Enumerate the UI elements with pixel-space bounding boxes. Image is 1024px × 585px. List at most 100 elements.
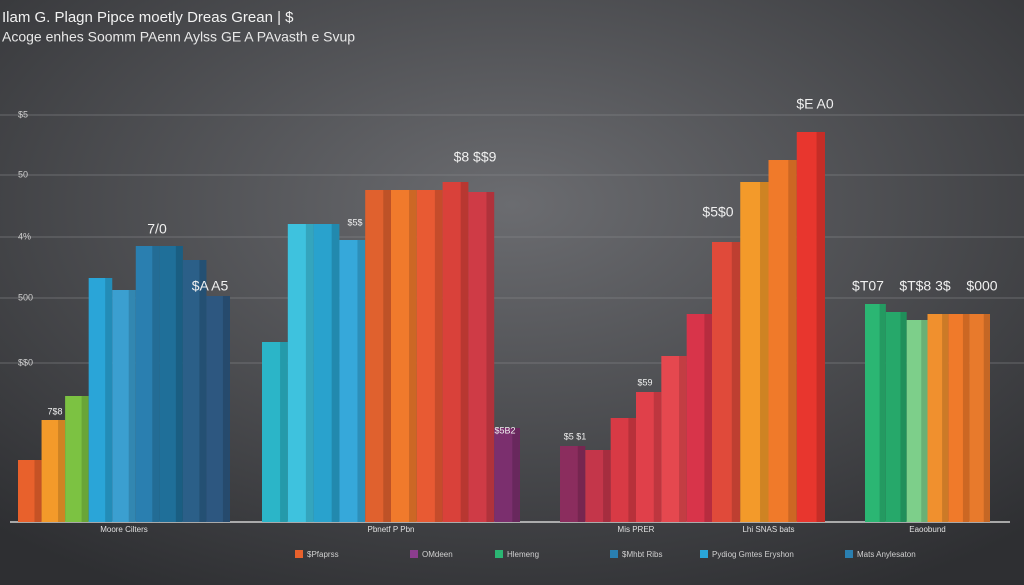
- bar: [885, 312, 907, 522]
- bar: [88, 278, 113, 522]
- legend-label: Hlemeng: [507, 550, 539, 559]
- bar-shade: [34, 460, 42, 522]
- bar-shade: [921, 320, 928, 522]
- bar: [560, 446, 586, 522]
- bar: [661, 356, 687, 522]
- y-tick-label: $$0: [18, 357, 33, 367]
- bar: [906, 320, 928, 522]
- annotation: $5$: [347, 217, 362, 227]
- annotation: $T$8 3$: [899, 278, 951, 294]
- legend-label: Mats Anylesaton: [857, 550, 916, 559]
- bar: [969, 314, 990, 522]
- bar-shade: [105, 278, 113, 522]
- legend-label: OMdeen: [422, 550, 453, 559]
- bar: [796, 132, 825, 522]
- bar-shade: [383, 190, 391, 522]
- bar: [262, 342, 288, 522]
- bar-shade: [280, 342, 288, 522]
- bar-shade: [175, 246, 183, 522]
- annotation: 7/0: [147, 221, 167, 237]
- legend-swatch: [610, 550, 618, 558]
- chart-subtitle: Acoge enhes Soomm PAenn Aylss GE A PAvas…: [2, 29, 355, 45]
- bar: [135, 246, 160, 522]
- bar-shade: [900, 312, 907, 522]
- bar-shade: [486, 192, 495, 522]
- chart-title: Ilam G. Plagn Pipce moetly Dreas Grean |…: [2, 9, 294, 26]
- annotation: $000: [966, 278, 997, 294]
- bar: [287, 224, 314, 522]
- annotation: $5 $1: [564, 431, 587, 441]
- bar: [494, 428, 520, 522]
- bar-shade: [942, 314, 949, 522]
- bar: [416, 190, 443, 522]
- x-tick-label: Eaoobund: [909, 525, 945, 534]
- bar: [159, 246, 183, 522]
- bar-shade: [628, 418, 636, 522]
- bar-shade: [679, 356, 687, 522]
- bar-shade: [58, 420, 66, 522]
- annotation: $5B2: [494, 425, 515, 435]
- bar-shade: [81, 396, 89, 522]
- bar: [339, 240, 366, 522]
- bar: [927, 314, 949, 522]
- legend-swatch: [295, 550, 303, 558]
- bar: [112, 290, 136, 522]
- annotation: $59: [637, 377, 652, 387]
- bar-shade: [577, 446, 586, 522]
- legend-label: $Mhbt Ribs: [622, 550, 662, 559]
- bar: [391, 190, 417, 522]
- bar: [948, 314, 970, 522]
- bar: [182, 260, 207, 522]
- bar: [206, 296, 230, 522]
- bar-shade: [460, 182, 469, 522]
- bar: [65, 396, 89, 522]
- y-tick-label: $5: [18, 109, 28, 119]
- bar: [468, 192, 495, 522]
- bar-shade: [152, 246, 160, 522]
- bar: [865, 304, 886, 522]
- bar: [41, 420, 66, 522]
- legend-swatch: [700, 550, 708, 558]
- annotation: $A A5: [192, 278, 229, 294]
- bar-shade: [128, 290, 136, 522]
- y-tick-label: 500: [18, 292, 33, 302]
- bar-shade: [409, 190, 417, 522]
- legend-swatch: [845, 550, 853, 558]
- bar-shade: [305, 224, 314, 522]
- y-tick-label: 4%: [18, 231, 31, 241]
- bar-shade: [603, 450, 611, 522]
- bar-shade: [512, 428, 520, 522]
- bar: [740, 182, 769, 522]
- bar: [712, 242, 741, 522]
- x-tick-label: Lhi SNAS bats: [742, 525, 794, 534]
- bar-shade: [434, 190, 443, 522]
- bar-shade: [962, 314, 970, 522]
- legend-swatch: [410, 550, 418, 558]
- bar: [585, 450, 611, 522]
- bar: [18, 460, 42, 522]
- bar-shade: [704, 314, 712, 522]
- annotation: $8 $$9: [454, 149, 497, 165]
- x-tick-label: Pbnetf P Pbn: [368, 525, 415, 534]
- y-tick-label: 50: [18, 169, 28, 179]
- legend-swatch: [495, 550, 503, 558]
- bar-shade: [879, 304, 886, 522]
- bar: [636, 392, 662, 522]
- bar-shade: [816, 132, 825, 522]
- bar-shade: [983, 314, 990, 522]
- bar-shade: [731, 242, 741, 522]
- bar-shade: [222, 296, 230, 522]
- annotation: 7$8: [47, 406, 62, 416]
- legend-label: Pydiog Gmtes Eryshon: [712, 550, 794, 559]
- bar-shade: [199, 260, 207, 522]
- x-tick-label: Mis PRER: [618, 525, 655, 534]
- legend-label: $Pfaprss: [307, 550, 339, 559]
- bar: [442, 182, 469, 522]
- bar-shade: [357, 240, 366, 522]
- bar-shade: [788, 160, 797, 522]
- annotation: $E A0: [796, 96, 834, 112]
- bar-shade: [653, 392, 662, 522]
- bar: [313, 224, 340, 522]
